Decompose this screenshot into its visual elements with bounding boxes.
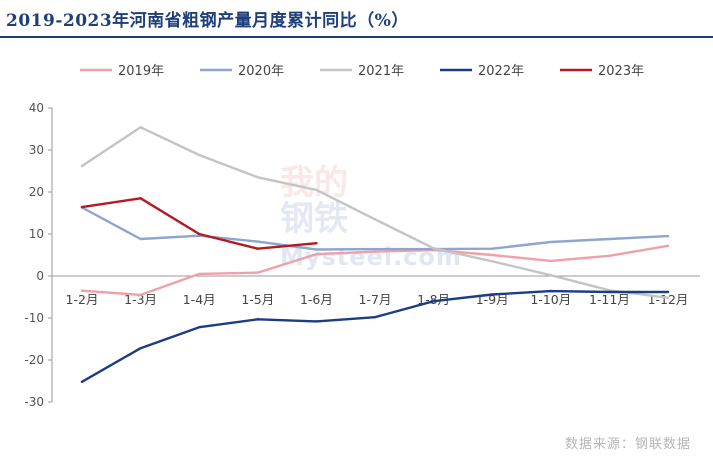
- data-point: [80, 205, 84, 209]
- data-point: [315, 188, 318, 192]
- x-tick-label: 1-2月: [66, 292, 99, 307]
- x-tick-label: 1-5月: [241, 292, 274, 307]
- y-tick-label: 0: [36, 269, 44, 283]
- data-point: [198, 232, 201, 236]
- data-point: [139, 293, 142, 297]
- y-tick-label: -20: [24, 353, 44, 367]
- y-tick-label: -30: [24, 395, 44, 409]
- data-point: [315, 242, 318, 245]
- data-point: [432, 300, 435, 303]
- watermark-line2: 钢铁: [280, 199, 348, 239]
- data-point: [315, 320, 318, 323]
- watermark-line1: 我的: [280, 163, 348, 203]
- series-line-2020年: [80, 206, 670, 251]
- data-point: [373, 315, 377, 319]
- y-tick-label: 40: [29, 101, 44, 115]
- data-point: [80, 380, 84, 384]
- series-line-2023年: [80, 197, 318, 250]
- data-point: [608, 254, 611, 258]
- y-tick-label: -10: [24, 311, 44, 325]
- data-point: [80, 289, 84, 292]
- data-point: [198, 153, 201, 157]
- y-tick-label: 30: [29, 143, 44, 157]
- data-point: [666, 296, 670, 300]
- data-point: [198, 272, 201, 276]
- x-tick-label: 1-3月: [124, 292, 157, 307]
- data-point: [432, 247, 435, 250]
- data-point: [315, 248, 318, 251]
- data-point: [666, 244, 670, 247]
- data-point: [256, 247, 259, 250]
- data-source-note: 数据来源：钢联数据: [564, 437, 691, 452]
- data-point: [198, 326, 201, 329]
- data-point: [256, 318, 259, 321]
- series-line-2019年: [80, 244, 670, 297]
- chart-axes: -30 -20 -10 0 10 20 30 40 1-2月 1-3月 1-4月 1-5月 1-6月 1-…: [24, 101, 700, 409]
- data-point: [139, 126, 142, 129]
- data-point: [139, 347, 142, 350]
- data-point: [491, 260, 494, 263]
- data-point: [256, 271, 259, 274]
- x-tick-label: 1-4月: [183, 292, 216, 307]
- chart-title: 2019-2023年河南省粗钢产量月度累计同比（%）: [6, 11, 409, 31]
- series-line-2021年: [80, 126, 670, 299]
- x-tick-label: 1-6月: [300, 292, 333, 307]
- legend-label: 2023年: [598, 64, 644, 79]
- data-point: [491, 247, 494, 250]
- data-point: [139, 197, 142, 200]
- data-point: [373, 247, 377, 251]
- data-point: [549, 289, 552, 293]
- data-point: [373, 218, 377, 221]
- data-point: [666, 234, 670, 238]
- data-point: [608, 237, 611, 241]
- x-tick-label: 1-10月: [530, 292, 571, 307]
- title-underline: [0, 36, 713, 38]
- x-tick-label: 1-7月: [359, 292, 392, 307]
- x-tick-label: 1-12月: [648, 292, 689, 307]
- data-point: [549, 259, 552, 263]
- data-point: [491, 253, 494, 257]
- data-point: [549, 273, 552, 277]
- legend-label: 2020年: [238, 64, 284, 79]
- chart-series: [80, 126, 670, 384]
- data-point: [549, 240, 552, 244]
- y-tick-label: 10: [29, 227, 44, 241]
- data-point: [373, 250, 377, 253]
- legend-label: 2021年: [358, 64, 404, 79]
- data-point: [80, 164, 84, 168]
- data-point: [256, 240, 259, 243]
- chart-legend: 2019年 2020年 2021年 2022年 2023年: [80, 64, 644, 79]
- x-tick-label: 1-11月: [589, 292, 630, 307]
- data-point: [315, 252, 318, 256]
- data-point: [491, 293, 494, 296]
- legend-label: 2019年: [118, 64, 164, 79]
- legend-label: 2022年: [478, 64, 524, 79]
- data-point: [608, 290, 611, 294]
- y-tick-label: 20: [29, 185, 44, 199]
- data-point: [139, 237, 142, 241]
- data-point: [666, 290, 670, 294]
- data-point: [256, 176, 259, 179]
